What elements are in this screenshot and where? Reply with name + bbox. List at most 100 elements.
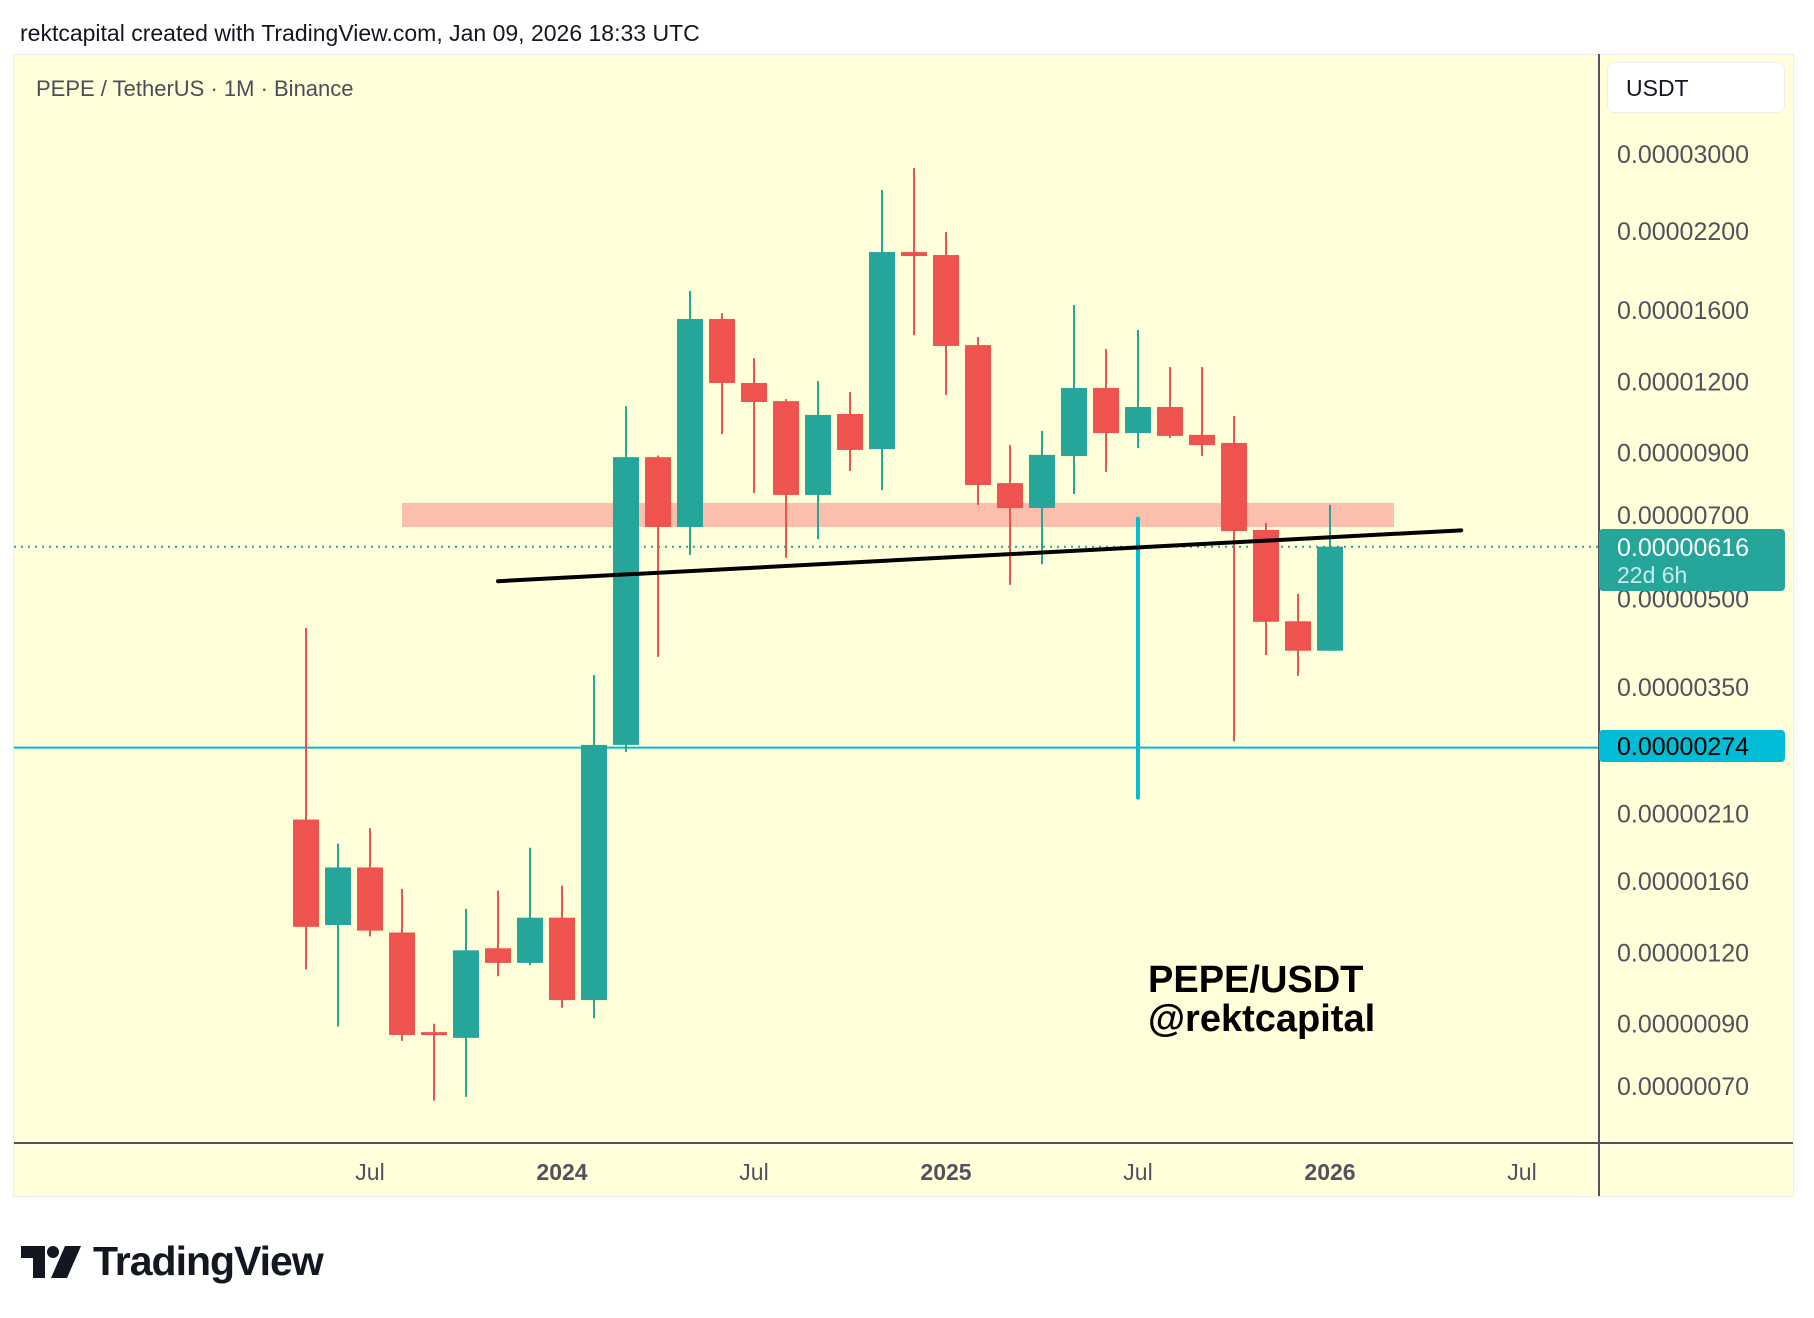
candle-body <box>389 932 415 1035</box>
price-tick-label: 0.00003000 <box>1617 141 1749 169</box>
candle-body <box>901 252 927 257</box>
candle-body <box>645 457 671 527</box>
candle-2025-01[interactable] <box>933 232 959 395</box>
time-tick-label: Jul <box>739 1159 768 1185</box>
candle-2025-06[interactable] <box>1093 349 1119 472</box>
time-axis[interactable]: Jul 2024 Jul 2025 Jul 2026 Jul <box>355 1159 1536 1185</box>
candle-2025-02[interactable] <box>965 336 991 505</box>
tradingview-logo-text: TradingView <box>93 1238 324 1284</box>
candle-body <box>1157 406 1183 436</box>
candle-2026-01[interactable] <box>1317 504 1343 651</box>
time-tick-label: 2024 <box>536 1159 587 1185</box>
candle-2023-12[interactable] <box>517 847 543 966</box>
candles <box>293 168 1343 1101</box>
candle-2023-07[interactable] <box>357 828 383 937</box>
candle-2024-08[interactable] <box>773 399 799 558</box>
candle-2024-11[interactable] <box>869 190 895 491</box>
time-tick-label: 2026 <box>1304 1159 1355 1185</box>
level-price-tag: 0.00000274 <box>1599 730 1785 762</box>
chart-frame <box>13 54 1794 1197</box>
candle-body <box>1093 388 1119 434</box>
last-price-label: 0.00000616 <box>1617 534 1749 562</box>
candle-body <box>1221 442 1247 532</box>
candle-2023-06[interactable] <box>325 843 351 1027</box>
candle-2025-08[interactable] <box>1157 367 1183 438</box>
price-tick-label: 0.00001600 <box>1617 297 1749 325</box>
candle-2024-02[interactable] <box>581 675 607 1019</box>
price-tick-label: 0.00002200 <box>1617 218 1749 246</box>
candle-body <box>709 318 735 383</box>
chart-attribution: rektcapital created with TradingView.com… <box>20 20 700 46</box>
candle-body <box>773 401 799 495</box>
time-tick-label: Jul <box>355 1159 384 1185</box>
candle-body <box>965 345 991 486</box>
time-tick-label: Jul <box>1507 1159 1536 1185</box>
candle-body <box>357 867 383 931</box>
time-tick-label: Jul <box>1123 1159 1152 1185</box>
watermark-pair: PEPE/USDT <box>1148 959 1363 1001</box>
level-price-tag-bg <box>1599 730 1785 762</box>
candle-body <box>1061 388 1087 457</box>
symbol-title[interactable]: PEPE / TetherUS · 1M · Binance <box>36 76 354 101</box>
candle-body <box>1317 546 1343 651</box>
candle-body <box>613 457 639 745</box>
candle-2024-07[interactable] <box>741 358 767 493</box>
candle-body <box>581 744 607 1001</box>
candle-body <box>837 413 863 450</box>
last-price-tag-bg <box>1599 529 1785 591</box>
currency-button[interactable]: USDT <box>1607 62 1785 113</box>
level-price-label: 0.00000274 <box>1617 733 1749 761</box>
candle-body <box>1189 434 1215 446</box>
candle-2023-11[interactable] <box>485 890 511 977</box>
candle-2024-03[interactable] <box>613 406 639 753</box>
drawings <box>496 516 1464 800</box>
candle-body <box>1285 621 1311 651</box>
price-tick-label: 0.00000090 <box>1617 1011 1749 1039</box>
candle-2025-04[interactable] <box>1029 431 1055 565</box>
price-tick-label: 0.00000210 <box>1617 801 1749 829</box>
candle-body <box>549 917 575 1001</box>
candle-2025-05[interactable] <box>1061 305 1087 494</box>
candle-2023-08[interactable] <box>389 888 415 1041</box>
price-tick-label: 0.00000900 <box>1617 440 1749 468</box>
candle-2025-07[interactable] <box>1125 329 1151 449</box>
price-tick-label: 0.00001200 <box>1617 368 1749 396</box>
candle-2024-04[interactable] <box>645 455 671 657</box>
candle-body <box>517 917 543 963</box>
price-tick-label: 0.00000700 <box>1617 502 1749 530</box>
candle-2024-05[interactable] <box>677 291 703 555</box>
candle-2025-11[interactable] <box>1253 522 1279 656</box>
trendline[interactable] <box>496 528 1464 584</box>
candle-body <box>453 950 479 1038</box>
candle-body <box>741 382 767 403</box>
price-tick-label: 0.00000120 <box>1617 939 1749 967</box>
candle-body <box>485 948 511 963</box>
candle-2024-12[interactable] <box>901 168 927 336</box>
time-tick-label: 2025 <box>920 1159 971 1185</box>
candle-2025-12[interactable] <box>1285 594 1311 676</box>
candle-2023-10[interactable] <box>453 908 479 1097</box>
candle-body <box>1029 454 1055 509</box>
candle-body <box>933 255 959 346</box>
candle-body <box>325 867 351 926</box>
last-price-tag: 0.00000616 22d 6h <box>1599 529 1785 591</box>
candle-2025-09[interactable] <box>1189 367 1215 457</box>
candle-2023-05[interactable] <box>293 627 319 970</box>
candle-2025-10[interactable] <box>1221 415 1247 742</box>
candle-body <box>293 819 319 927</box>
candle-2024-10[interactable] <box>837 392 863 471</box>
price-tick-label: 0.00000070 <box>1617 1073 1749 1101</box>
tradingview-logo[interactable]: TradingView <box>21 1238 324 1285</box>
candle-2024-06[interactable] <box>709 313 735 435</box>
candle-body <box>869 252 895 450</box>
price-tick-label: 0.00000350 <box>1617 674 1749 702</box>
candle-2024-09[interactable] <box>805 381 831 540</box>
candle-2024-01[interactable] <box>549 885 575 1008</box>
price-axis[interactable]: 0.00003000 0.00002200 0.00001600 0.00001200… <box>1617 141 1749 1101</box>
price-tick-label: 0.00000160 <box>1617 868 1749 896</box>
candle-2023-09[interactable] <box>421 1023 447 1101</box>
tradingview-logo-icon <box>21 1245 81 1278</box>
candle-body <box>1125 406 1151 434</box>
candle-2025-03[interactable] <box>997 445 1023 585</box>
